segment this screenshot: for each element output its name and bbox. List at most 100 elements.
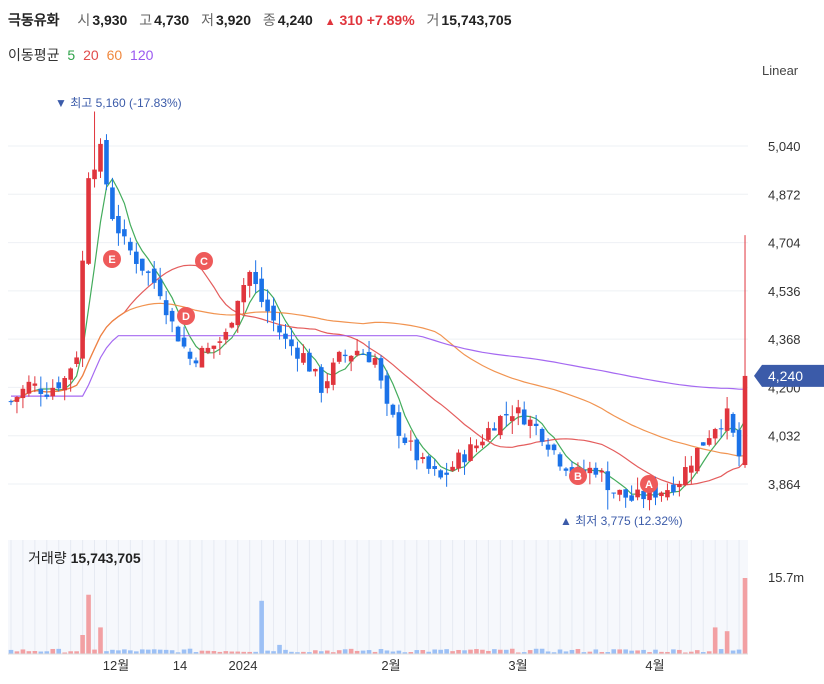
ma60-legend[interactable]: 60 [106,47,123,63]
volume-bar [557,649,563,654]
event-marker-a: A [640,475,658,493]
candle-body [426,456,432,469]
candle [229,321,235,329]
candle-body [706,438,712,445]
candle-body [50,387,56,397]
candle-body [336,351,342,362]
candle-body [80,260,85,359]
candle-body [593,467,599,475]
volume-bar [677,649,682,654]
candle [211,345,217,359]
candle-body [169,310,175,322]
price-tick-label: 4,704 [768,236,801,251]
volume-bar [44,651,50,654]
candle-body [683,467,688,486]
candle-body [605,471,611,491]
open-value: 3,930 [92,12,128,28]
candle-body [372,358,378,365]
candle [593,462,599,478]
volume-bar [295,652,300,654]
change-arrow-icon: ▲ [324,16,336,28]
candle [241,278,247,314]
candle [712,427,718,445]
volume-bar [265,650,270,654]
candle-body [563,468,569,471]
volume-bar [151,649,157,654]
candle-body [253,271,258,285]
volume-bar [360,650,366,654]
candle [38,376,44,407]
volume-bar [128,650,133,654]
candle [181,326,187,349]
volume-bar [659,651,664,654]
volume-bar [134,651,139,654]
ma20-legend[interactable]: 20 [83,47,99,63]
candle-body [175,326,181,342]
candle-body [265,299,270,312]
stock-name: 극동유화 [8,12,60,28]
volume-bar [700,652,706,654]
candle-body [539,428,545,442]
candle-body [366,351,372,363]
candle-body [414,439,420,461]
volume-bar [724,631,730,654]
volume-bar [617,649,622,654]
candle-body [8,401,14,403]
time-tick-label: 2024 [229,658,258,673]
event-marker-circle [195,252,213,270]
candle-body [515,407,521,414]
candle [718,419,724,438]
event-marker-b: B [569,467,587,485]
volume-bar [492,649,497,654]
candle [277,312,282,340]
candle [509,405,515,434]
ma5-line [10,177,746,497]
candle-body [724,408,730,431]
volume-bar [26,651,32,654]
candle-body [313,368,318,372]
candle [44,382,50,400]
candle [683,456,688,487]
candle-body [665,490,670,498]
ma5-legend[interactable]: 5 [67,47,76,63]
volume-bar [145,649,151,654]
candle [438,469,443,480]
volume-bar [736,649,742,654]
candle-body [74,357,79,365]
candle [307,348,312,372]
volume-bar [169,650,175,654]
candle-body [480,441,485,446]
candle-body [199,347,205,368]
change-percent: +7.89% [366,12,415,28]
scale-mode-toggle[interactable]: Linear [762,63,799,78]
candle [26,375,32,397]
ma120-legend[interactable]: 120 [130,47,154,63]
candle [289,328,294,356]
volume-bar [104,651,109,654]
volume-bar [611,649,617,654]
candle-body [223,331,229,340]
candle-body [647,487,652,501]
current-price-tag: 4,240 [754,364,824,387]
volume-panel-label: 거래량 [28,550,67,566]
candle-body [521,409,527,425]
volume-bar [313,650,318,654]
candle-body [617,489,622,495]
candle [50,379,56,400]
candle-body [450,466,455,471]
event-marker-d: D [177,307,195,325]
volume-bar [665,651,670,654]
candle [432,459,437,476]
volume-bar [450,651,455,654]
volume-bar [372,651,378,654]
volume-bar [157,649,163,654]
volume-bar [462,650,467,654]
volume-bar [205,650,211,654]
volume-bar [647,652,652,654]
candle [74,351,79,368]
candle-body [217,341,223,343]
time-axis: 12월 14 2024 2월 3월 4월 [8,653,748,673]
candle [480,434,485,449]
candle-body [205,347,211,353]
